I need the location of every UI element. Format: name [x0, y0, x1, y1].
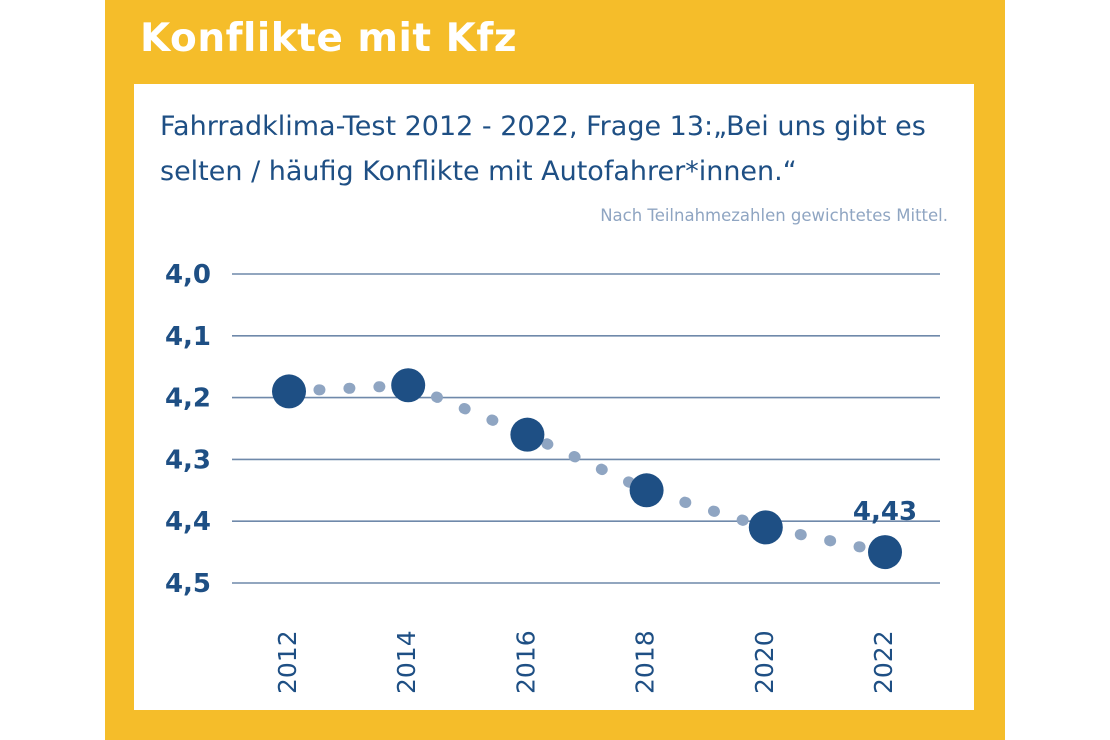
data-point [748, 510, 783, 545]
x-tick-label: 2012 [273, 630, 302, 694]
chart-title-line-2: selten / häufig Konflikte mit Autofahrer… [160, 156, 797, 187]
x-tick-label: 2016 [511, 630, 540, 694]
series-connector [283, 379, 891, 558]
x-tick-label: 2020 [750, 630, 779, 694]
headline: Konflikte mit Kfz [140, 16, 518, 61]
data-point [391, 368, 426, 403]
chart-title: Fahrradklima-Test 2012 - 2022, Frage 13:… [160, 104, 960, 194]
y-tick-label: 4,3 [165, 445, 211, 475]
data-point [272, 374, 306, 409]
y-tick-label: 4,5 [165, 569, 211, 599]
y-tick-label: 4,0 [165, 260, 211, 290]
chart-title-line-1: Fahrradklima-Test 2012 - 2022, Frage 13:… [160, 111, 926, 142]
y-tick-label: 4,2 [165, 384, 211, 414]
data-point [868, 535, 902, 570]
chart-subtitle: Nach Teilnahmezahlen gewichtetes Mittel. [600, 206, 948, 225]
data-point [510, 417, 545, 452]
data-label: 4,43 [853, 497, 917, 527]
x-tick-label: 2014 [392, 630, 421, 694]
data-point [629, 473, 664, 508]
x-tick-label: 2018 [631, 630, 660, 694]
y-tick-label: 4,4 [165, 507, 211, 537]
x-tick-label: 2022 [869, 630, 898, 694]
y-tick-label: 4,1 [165, 322, 211, 352]
